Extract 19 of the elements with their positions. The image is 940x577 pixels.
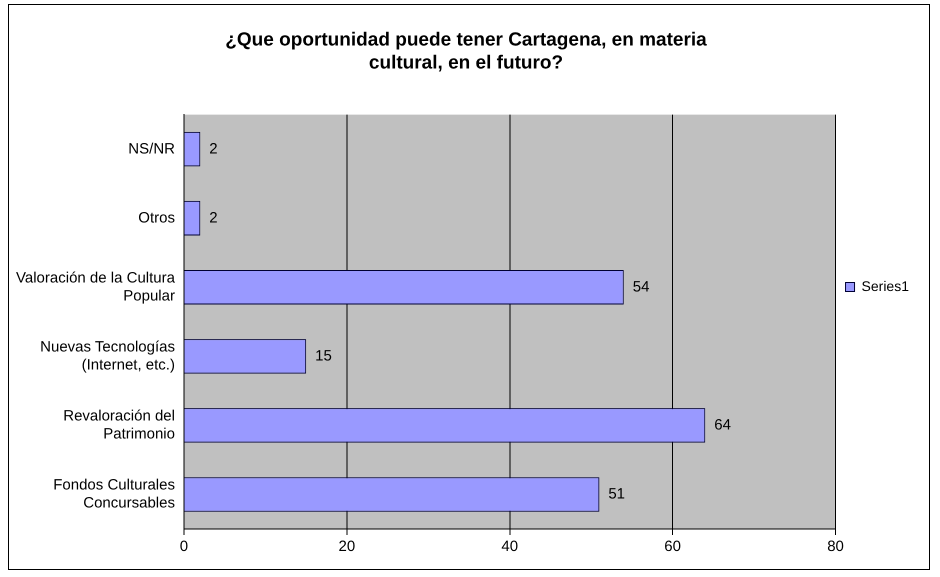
data-label: 64 bbox=[714, 416, 731, 434]
y-tick-label: Otros bbox=[138, 209, 175, 226]
y-tick-label: Valoración de la Cultura Popular bbox=[16, 269, 176, 304]
data-label: 2 bbox=[209, 140, 218, 158]
x-tick-label: 0 bbox=[180, 538, 188, 556]
y-tick-label: Nuevas Tecnologías (Internet, etc.) bbox=[40, 338, 175, 374]
y-tick-label: Fondos Culturales Concursables bbox=[53, 476, 175, 512]
y-tick-label: Revaloración del Patrimonio bbox=[63, 408, 175, 443]
x-tick-label: 40 bbox=[501, 538, 518, 556]
data-label: 51 bbox=[608, 486, 626, 503]
data-label: 54 bbox=[632, 278, 650, 296]
legend-label: Series1 bbox=[862, 278, 910, 294]
x-tick-label: 60 bbox=[664, 538, 681, 556]
chart-title: ¿Que oportunidad puede tener Cartagena, en materia cultural, en el futuro? bbox=[225, 30, 708, 74]
y-tick-label: NS/NR bbox=[128, 140, 176, 158]
data-label: 2 bbox=[209, 209, 218, 226]
x-tick-label: 20 bbox=[338, 538, 356, 556]
data-label: 15 bbox=[315, 347, 332, 364]
x-tick-label: 80 bbox=[827, 538, 844, 556]
